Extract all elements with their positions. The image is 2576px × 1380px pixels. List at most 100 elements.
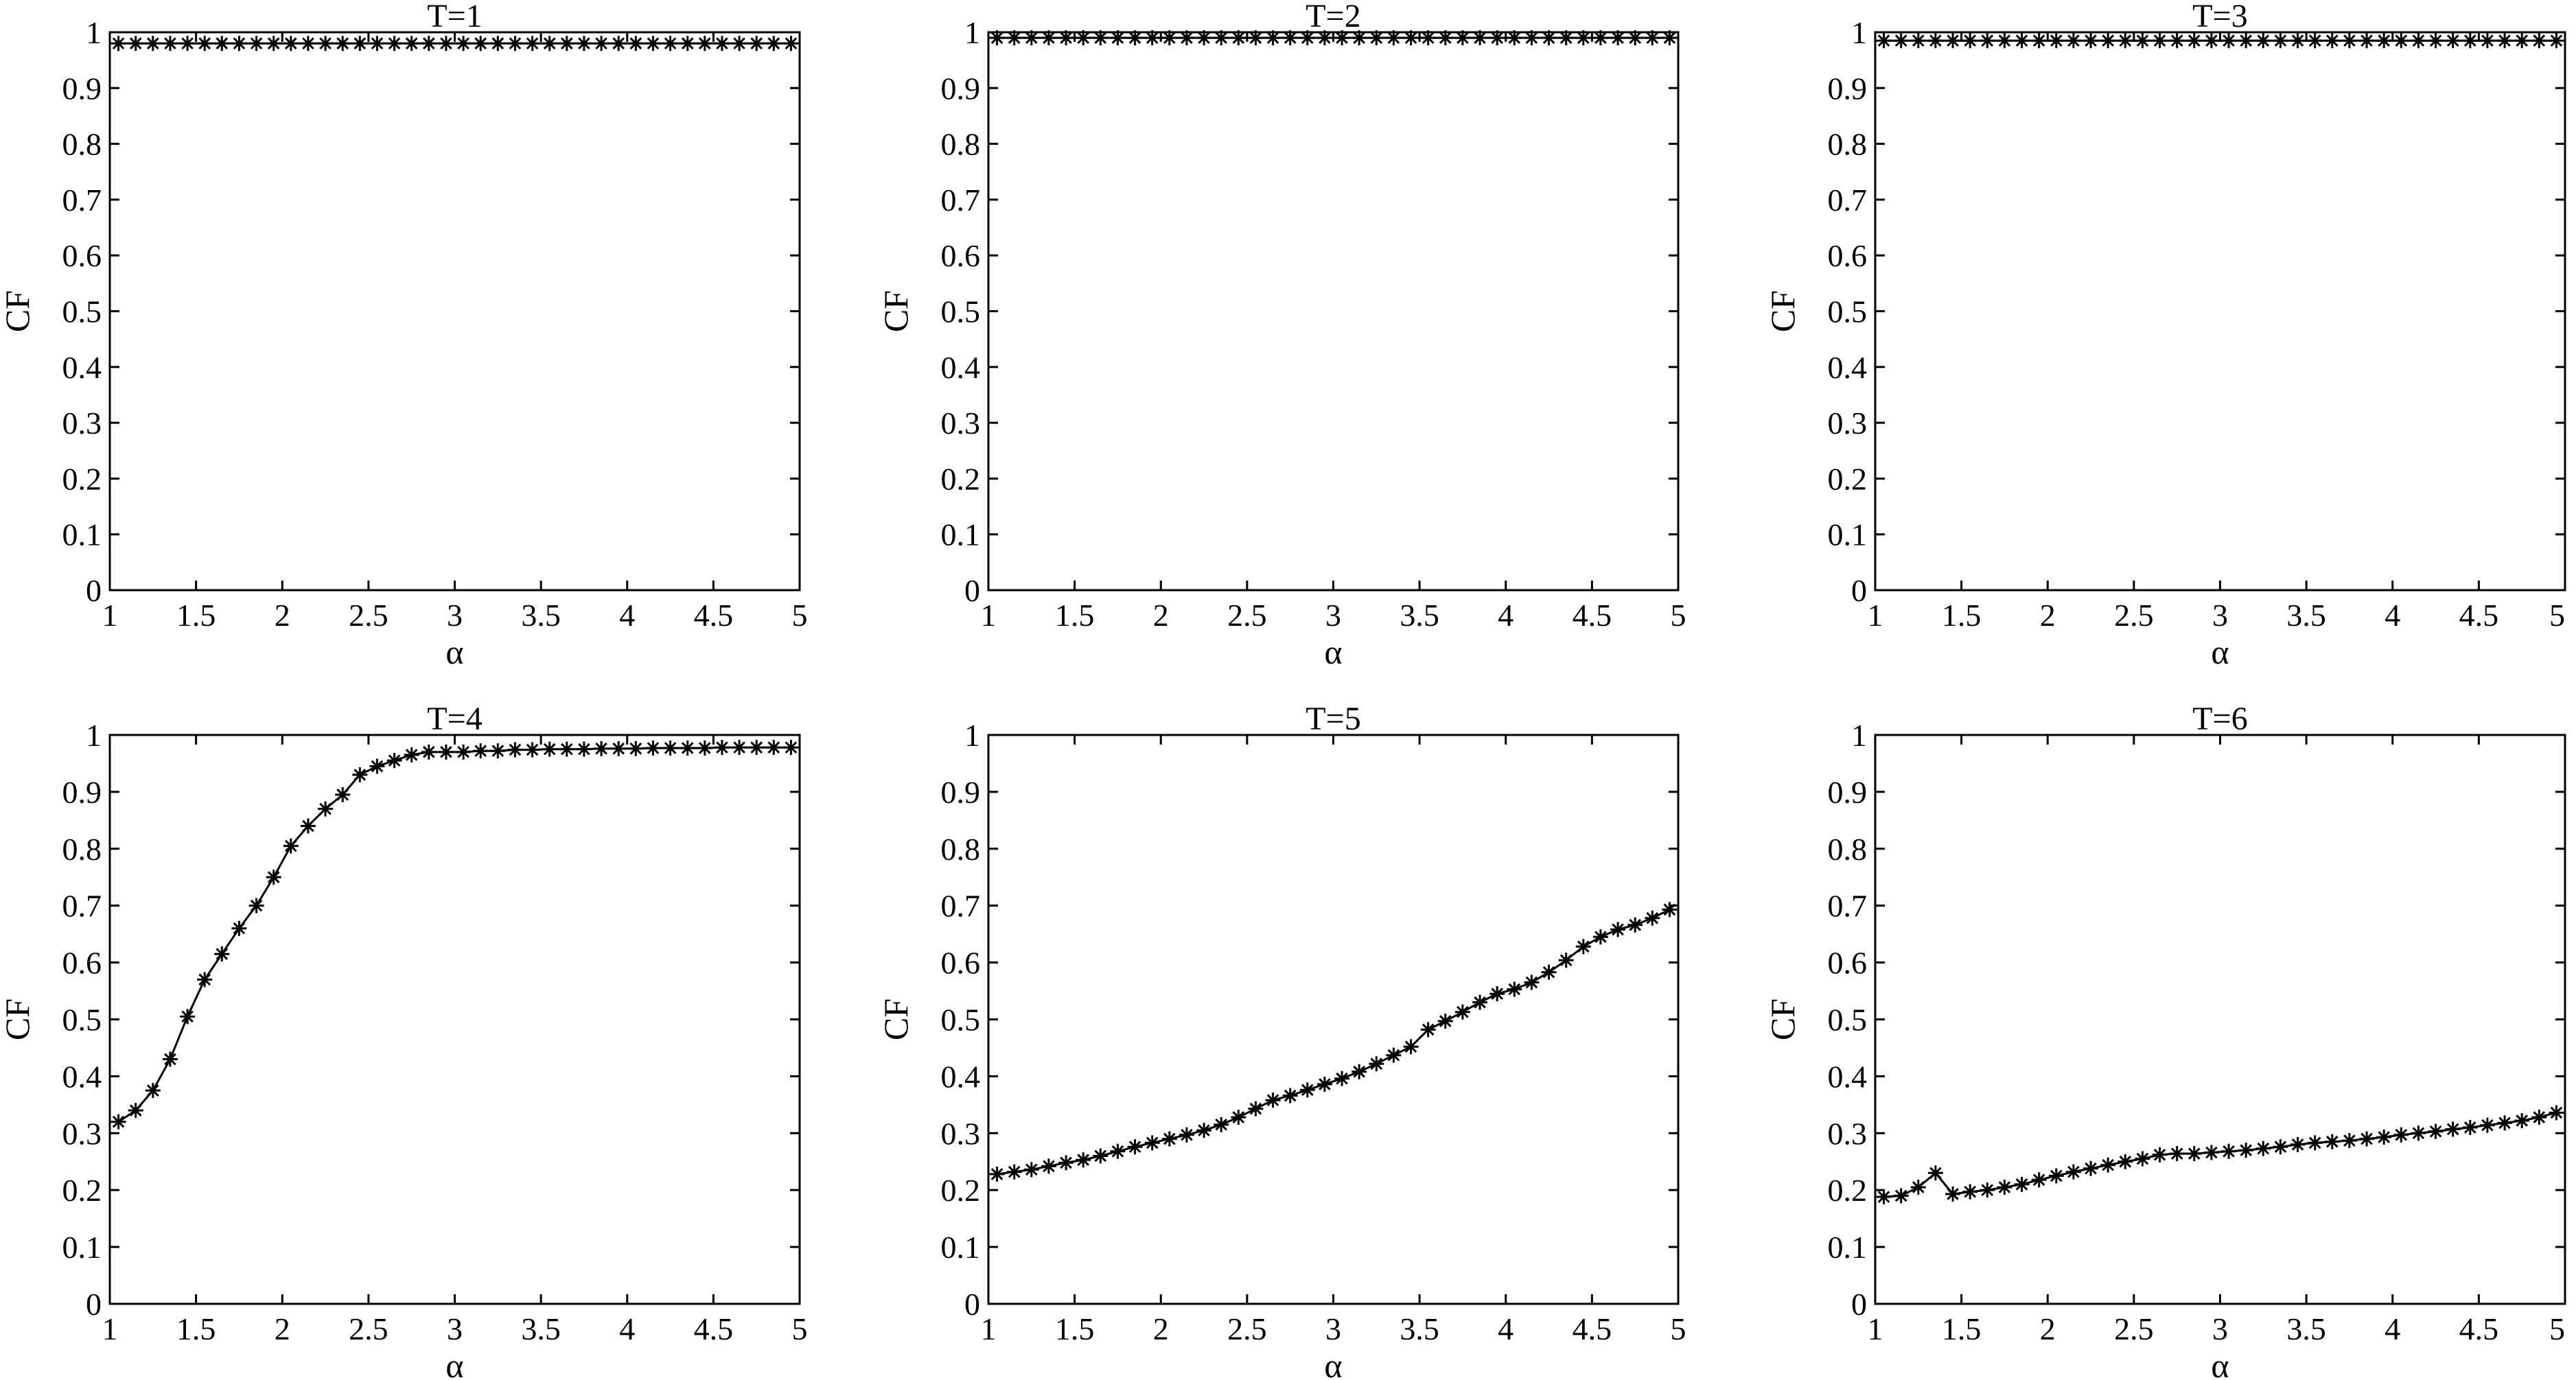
data-point — [2479, 1117, 2495, 1133]
axes-frame — [1874, 734, 2566, 1305]
marker-stroke — [1146, 1136, 1159, 1149]
data-point — [2238, 1143, 2254, 1158]
data-point — [2203, 1145, 2219, 1160]
marker-stroke — [560, 37, 573, 50]
y-tick-label: 0.9 — [1828, 775, 1868, 810]
marker-stroke — [785, 37, 798, 50]
subplot-1: 1 1.5 2 2.5 3 3.5 4 4.5 5 0 0.1 0.2 0.3 0.4 0.5 0.6 0.7 0… — [0, 0, 808, 671]
marker-stroke — [1060, 1156, 1072, 1169]
x-tick-label: 4 — [1498, 1311, 1513, 1346]
data-point — [2428, 33, 2444, 49]
marker-stroke — [1964, 1185, 1977, 1198]
x-tick-label: 1 — [1868, 1311, 1883, 1346]
data-point — [2514, 33, 2530, 49]
data-point — [2221, 1143, 2237, 1159]
marker-stroke — [198, 973, 211, 986]
marker-stroke — [1508, 32, 1521, 44]
marker-stroke — [405, 37, 418, 50]
data-point — [594, 36, 610, 51]
marker-stroke — [284, 839, 297, 852]
y-tick-label: 0.9 — [62, 775, 102, 810]
marker-stroke — [388, 754, 401, 767]
data-point — [1437, 30, 1453, 46]
x-tick-label: 4.5 — [694, 598, 734, 633]
data-point — [2273, 1139, 2288, 1155]
marker-stroke — [1894, 34, 1907, 47]
data-point — [2117, 1154, 2133, 1169]
marker-stroke — [1301, 32, 1314, 44]
marker-stroke — [1981, 1184, 1994, 1197]
data-point — [680, 740, 695, 756]
data-point — [2411, 33, 2426, 49]
marker-stroke — [1094, 32, 1107, 44]
x-axis-label: α — [2211, 633, 2229, 671]
y-tick-label: 0.1 — [62, 517, 102, 552]
x-tick-label: 2 — [1153, 598, 1169, 633]
marker-stroke — [2360, 34, 2373, 47]
marker-stroke — [2050, 1169, 2063, 1182]
marker-stroke — [2205, 34, 2218, 47]
y-tick-label: 0.1 — [1828, 1230, 1868, 1265]
x-tick-label: 4.5 — [2459, 1311, 2499, 1346]
data-point — [145, 36, 161, 51]
y-tick-label: 0.6 — [941, 238, 981, 273]
x-tick-label: 2.5 — [349, 1311, 388, 1346]
x-tick-label: 3.5 — [2286, 598, 2326, 633]
x-tick-label: 1 — [981, 598, 997, 633]
marker-stroke — [2188, 1147, 2201, 1160]
marker-stroke — [1629, 919, 1642, 931]
marker-stroke — [1912, 1181, 1925, 1193]
marker-stroke — [1422, 32, 1435, 44]
marker-stroke — [1060, 32, 1072, 44]
y-tick-label: 0.7 — [1828, 889, 1868, 924]
marker-stroke — [1319, 32, 1331, 44]
marker-stroke — [1111, 32, 1124, 44]
marker-stroke — [1301, 1084, 1314, 1097]
data-point — [697, 740, 712, 756]
data-point — [2307, 33, 2323, 49]
y-tick-label: 0.7 — [62, 183, 102, 218]
data-point — [1316, 30, 1332, 46]
marker-stroke — [2257, 34, 2270, 47]
marker-stroke — [1663, 32, 1676, 44]
marker-stroke — [1894, 1189, 1907, 1202]
marker-stroke — [990, 32, 1003, 44]
marker-stroke — [2533, 1111, 2546, 1123]
marker-stroke — [1232, 32, 1245, 44]
marker-stroke — [578, 742, 590, 756]
x-tick-label: 1.5 — [1055, 598, 1095, 633]
data-point — [421, 36, 437, 51]
subplot-5: 1 1.5 2 2.5 3 3.5 4 4.5 5 0 0.1 0.2 0.3 0.4 0.5 0.6 0.7 0… — [877, 701, 1686, 1380]
x-tick-label: 3 — [1325, 1311, 1341, 1346]
data-point — [2169, 1146, 2185, 1162]
marker-stroke — [1947, 1188, 1959, 1200]
x-tick-label: 2 — [2040, 1311, 2056, 1346]
data-point — [231, 920, 247, 936]
data-point — [2411, 1125, 2426, 1141]
marker-stroke — [2240, 1144, 2253, 1156]
x-tick-label: 3 — [447, 598, 463, 633]
chart-title: T=4 — [427, 701, 482, 737]
data-point — [473, 743, 489, 759]
marker-stroke — [1387, 1049, 1400, 1062]
data-point — [1997, 1180, 2012, 1195]
marker-stroke — [2170, 1147, 2183, 1160]
marker-stroke — [1181, 32, 1193, 44]
data-point — [2445, 1121, 2461, 1137]
data-point — [369, 758, 385, 774]
series-line — [117, 746, 791, 1123]
y-tick-label: 0 — [964, 573, 980, 608]
marker-stroke — [543, 742, 556, 756]
x-tick-label: 4.5 — [2459, 598, 2499, 633]
data-point — [369, 36, 385, 51]
marker-stroke — [1008, 1165, 1021, 1178]
marker-stroke — [1370, 32, 1383, 44]
series-line — [997, 909, 1671, 1176]
marker-stroke — [2085, 1162, 2097, 1175]
marker-stroke — [164, 37, 176, 50]
data-point — [524, 36, 540, 51]
marker-stroke — [733, 37, 745, 50]
data-point — [1179, 30, 1194, 46]
data-point — [404, 36, 419, 51]
